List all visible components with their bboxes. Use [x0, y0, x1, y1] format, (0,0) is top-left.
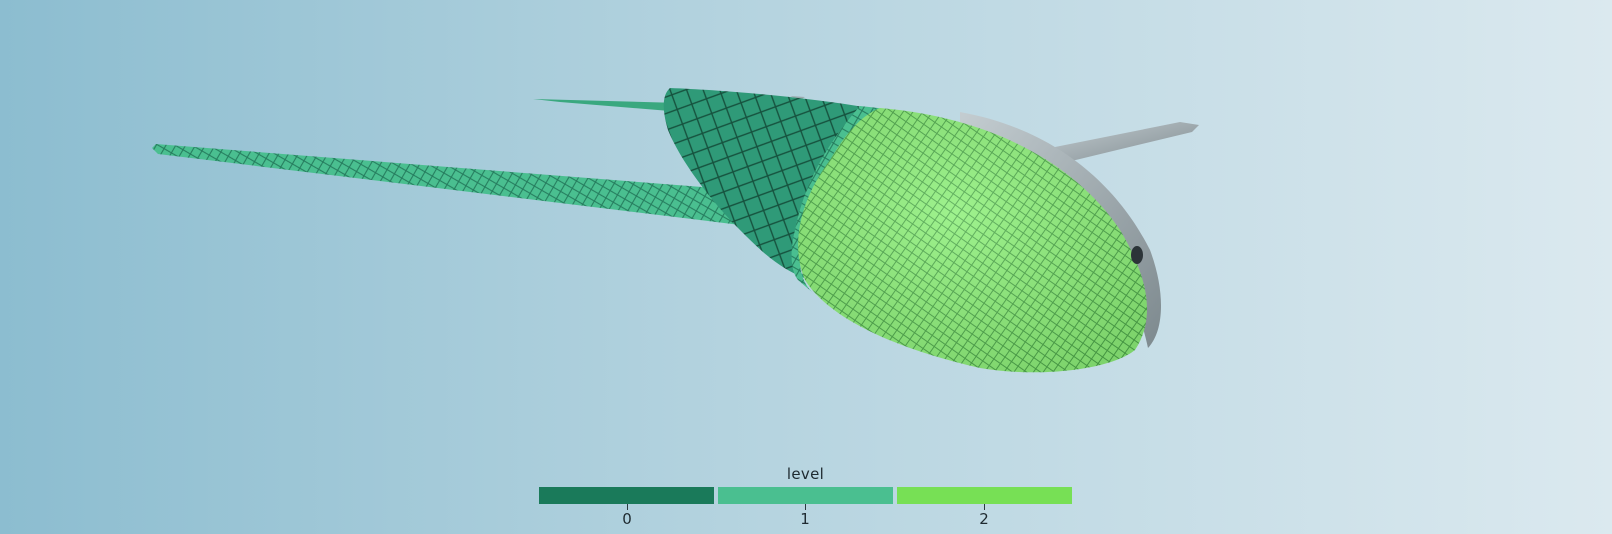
right-wing [1040, 122, 1199, 165]
legend-swatch-level-1 [718, 487, 893, 504]
left-wing [152, 144, 745, 225]
color-legend: level 0 1 2 [539, 465, 1072, 533]
rear-fuselage [663, 88, 870, 280]
legend-tick-2 [984, 504, 985, 510]
legend-tick-0 [627, 504, 628, 510]
cockpit-detail [1131, 246, 1143, 264]
legend-swatch-level-2 [897, 487, 1072, 504]
tail-fin [533, 99, 682, 112]
legend-swatch-level-0 [539, 487, 714, 504]
legend-tick-1 [805, 504, 806, 510]
fuselage-rim [960, 112, 1162, 348]
legend-label-2: 2 [979, 510, 989, 528]
legend-title: level [786, 465, 825, 483]
legend-label-1: 1 [800, 510, 810, 528]
legend-label-0: 0 [622, 510, 632, 528]
